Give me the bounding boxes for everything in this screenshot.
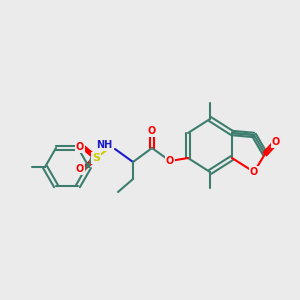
Text: S: S (92, 153, 100, 163)
Text: O: O (250, 167, 258, 177)
Text: O: O (76, 142, 84, 152)
Text: O: O (148, 126, 156, 136)
Text: O: O (272, 137, 280, 147)
Text: O: O (166, 156, 174, 166)
Text: O: O (76, 164, 84, 174)
Text: NH: NH (96, 140, 112, 150)
